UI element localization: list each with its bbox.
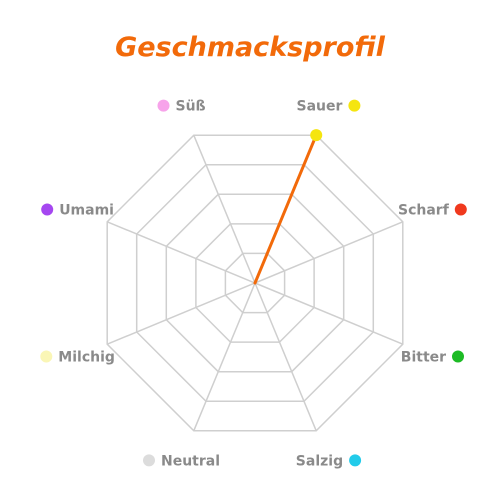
spoke-neutral (193, 282, 256, 432)
spoke-salzig (254, 282, 317, 432)
axis-label-bitter: Bitter (401, 349, 446, 365)
spoke-milchig (106, 282, 256, 345)
legend-dot-neutral (143, 454, 155, 467)
legend-dot-süß (157, 99, 170, 112)
data-point-sauer (310, 129, 323, 142)
axis-label-milchig: Milchig (58, 349, 115, 365)
series-line (253, 133, 318, 285)
legend-dot-salzig (349, 454, 362, 467)
legend-dot-bitter (452, 350, 464, 363)
chart-title: Geschmacksprofil (115, 32, 385, 63)
axis-label-süß: Süß (176, 99, 206, 115)
spoke-umami (106, 221, 256, 284)
legend-dot-scharf (454, 203, 467, 216)
axis-label-scharf: Scharf (398, 203, 450, 219)
legend-dot-umami (41, 203, 54, 216)
axis-label-salzig: Salzig (296, 453, 343, 469)
spoke-scharf (254, 221, 404, 284)
axis-label-neutral: Neutral (161, 453, 220, 469)
legend-dot-milchig (40, 350, 53, 363)
radar-axis-labels: Sauer Scharf Bitter Salzig Neutral Milchig Uma… (40, 99, 467, 469)
spoke-bitter (254, 282, 404, 345)
legend-dot-sauer (348, 99, 361, 112)
radar-series (253, 129, 323, 285)
axis-label-sauer: Sauer (297, 99, 343, 115)
spoke-süß (193, 134, 256, 284)
axis-label-umami: Umami (59, 203, 114, 219)
